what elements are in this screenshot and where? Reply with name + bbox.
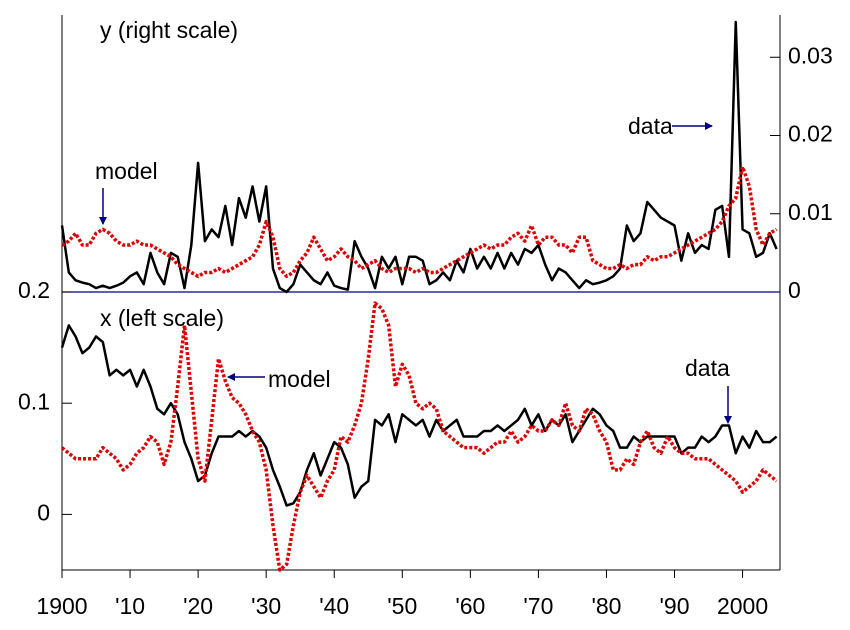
x-tick-label: '90 xyxy=(660,593,690,619)
annotation: data xyxy=(685,355,730,381)
annotation: model xyxy=(268,366,331,392)
x-tick-label: '40 xyxy=(319,593,349,619)
y-tick-label: 0.2 xyxy=(18,277,50,303)
y-tick-label: 0.03 xyxy=(788,42,833,68)
y-tick-label: 0.01 xyxy=(788,199,833,225)
x-tick-label: '10 xyxy=(115,593,145,619)
x-tick-label: '50 xyxy=(387,593,417,619)
series-line xyxy=(60,324,778,507)
series-line xyxy=(61,165,778,279)
annotation: data xyxy=(628,113,673,139)
x-tick-label: 1900 xyxy=(36,593,87,619)
x-tick-label: 2000 xyxy=(717,593,768,619)
x-tick-label: '30 xyxy=(251,593,281,619)
panel-title: x (left scale) xyxy=(100,305,224,331)
y-tick-label: 0 xyxy=(788,277,801,303)
annotation: model xyxy=(95,158,158,184)
x-tick-label: '60 xyxy=(455,593,485,619)
panel-title: y (right scale) xyxy=(100,17,238,43)
series-line xyxy=(60,20,778,294)
series-line xyxy=(60,301,778,572)
y-tick-label: 0.02 xyxy=(788,121,833,147)
y-tick-label: 0 xyxy=(37,499,50,525)
x-tick-label: '20 xyxy=(183,593,213,619)
x-tick-label: '70 xyxy=(523,593,553,619)
y-tick-label: 0.1 xyxy=(18,388,50,414)
x-tick-label: '80 xyxy=(591,593,621,619)
